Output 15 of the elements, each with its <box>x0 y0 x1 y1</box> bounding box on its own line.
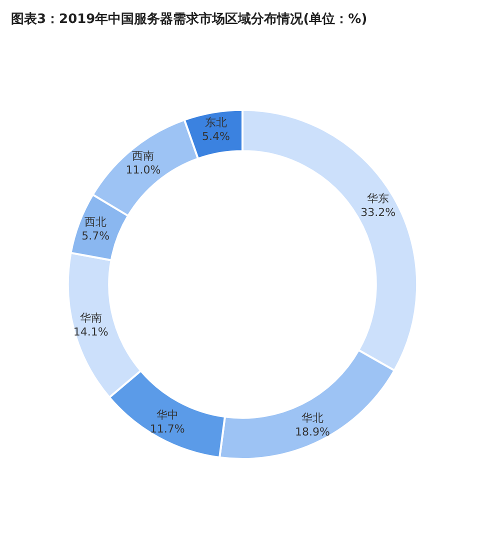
slice-label: 华东 <box>367 192 390 205</box>
slice-label: 西南 <box>132 149 154 162</box>
data-label: 5.4% <box>202 130 230 144</box>
data-label: 11.0% <box>126 163 161 176</box>
slice-label: 东北 <box>204 116 227 130</box>
slice-label: 华北 <box>301 411 324 424</box>
data-label: 5.7% <box>82 229 110 242</box>
data-label: 33.2% <box>360 206 396 219</box>
data-label: 11.7% <box>150 422 185 436</box>
slice-label: 西北 <box>84 215 107 228</box>
data-label: 18.9% <box>294 425 330 438</box>
slice-label: 华南 <box>80 311 102 324</box>
data-label: 14.1% <box>73 325 108 338</box>
slice-label: 华中 <box>156 408 178 422</box>
chart-title: 图表3：2019年中国服务器需求市场区域分布情况(单位：%) <box>11 11 368 27</box>
